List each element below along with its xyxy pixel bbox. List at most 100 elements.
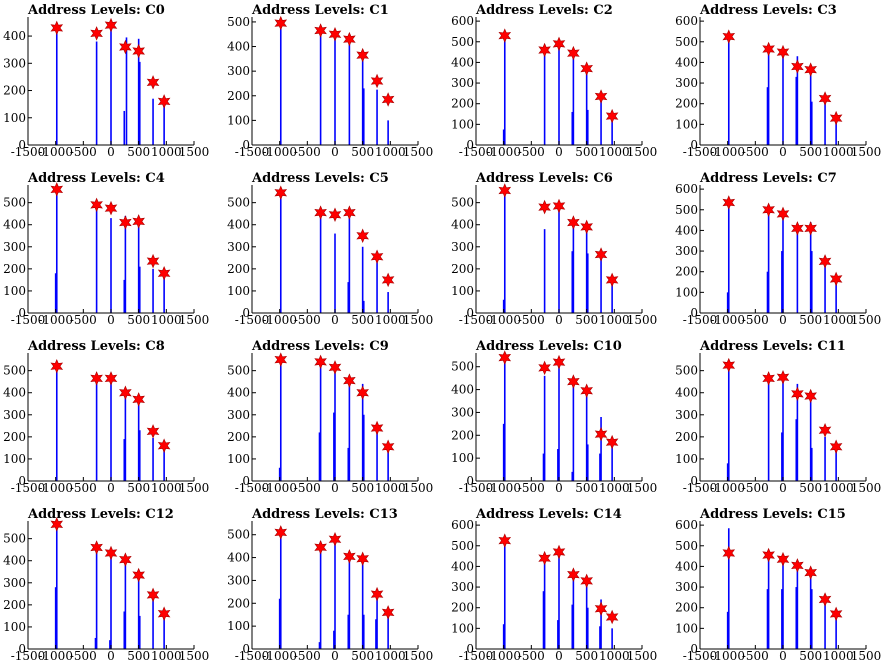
y-tick-label: 0	[466, 642, 474, 656]
peak-marker	[498, 533, 512, 548]
x-tick-label: 0	[555, 649, 563, 663]
y-tick-label: 300	[3, 240, 26, 254]
peak-marker	[104, 200, 118, 216]
chart-panel: Address Levels: C50100200300400500-1500-…	[227, 171, 433, 327]
x-tick-label: 0	[555, 313, 563, 327]
x-tick-label: 1000	[599, 649, 630, 663]
x-tick-label: 1500	[403, 481, 434, 495]
chart-title: Address Levels: C12	[27, 507, 174, 522]
chart-panel: Address Levels: C90100200300400500-1500-…	[227, 339, 433, 495]
y-tick-label: 400	[3, 554, 26, 568]
y-tick-label: 0	[466, 474, 474, 488]
peak-marker	[104, 17, 118, 33]
peak-marker	[274, 15, 288, 31]
y-tick-label: 100	[675, 621, 698, 635]
chart-panel: Address Levels: C40100200300400500-1500-…	[3, 171, 209, 327]
y-tick-label: 500	[451, 539, 474, 553]
peak-marker	[328, 532, 342, 547]
x-tick-label: -1000	[486, 313, 521, 327]
peak-marker	[314, 205, 327, 220]
x-tick-label: -500	[70, 481, 97, 495]
x-tick-label: -1500	[683, 145, 718, 159]
peak-marker	[567, 567, 580, 582]
chart-panel: Address Levels: C3 0 100 200 300 400 500 600 -15…	[675, 3, 881, 159]
y-tick-label: 200	[227, 430, 250, 444]
y-tick-label: 400	[227, 218, 250, 232]
x-tick-label: 500	[127, 649, 150, 663]
peak-marker	[762, 41, 775, 57]
peak-marker	[50, 358, 64, 374]
x-tick-label: 500	[127, 481, 150, 495]
chart-title: Address Levels: C15	[699, 507, 846, 522]
x-tick-label: 1000	[823, 481, 854, 495]
chart-title: Address Levels: C6	[475, 171, 613, 186]
x-tick-label: 0	[555, 145, 563, 159]
x-tick-label: -500	[518, 481, 545, 495]
x-tick-label: -1500	[459, 313, 494, 327]
x-tick-label: 1500	[403, 145, 434, 159]
peak-marker	[818, 592, 832, 607]
y-tick-label: 500	[227, 528, 250, 542]
x-tick-label: -500	[294, 481, 321, 495]
peak-marker	[343, 373, 356, 388]
peak-marker	[804, 62, 817, 77]
y-tick-label: 200	[227, 262, 250, 276]
x-tick-label: -500	[294, 145, 321, 159]
x-tick-label: 1000	[151, 481, 182, 495]
peak-marker	[722, 29, 736, 44]
peak-marker	[605, 272, 619, 288]
x-tick-label: -500	[70, 649, 97, 663]
x-tick-label: 0	[107, 145, 115, 159]
y-tick-label: 300	[451, 240, 474, 254]
x-tick-label: -1500	[11, 145, 46, 159]
y-tick-label: 400	[3, 218, 26, 232]
y-tick-label: 300	[3, 576, 26, 590]
y-tick-label: 300	[227, 64, 250, 78]
chart-title: Address Levels: C0	[27, 3, 165, 18]
peak-marker	[538, 42, 551, 58]
peak-marker	[157, 438, 171, 453]
peak-marker	[146, 587, 160, 603]
x-tick-label: 1500	[851, 145, 882, 159]
peak-marker	[722, 195, 736, 210]
x-tick-label: -500	[70, 313, 97, 327]
peak-marker	[829, 110, 843, 126]
x-tick-label: 1500	[851, 649, 882, 663]
peak-marker	[119, 552, 132, 567]
x-tick-label: 1000	[151, 649, 182, 663]
x-tick-label: -1500	[683, 481, 718, 495]
x-tick-label: 500	[575, 649, 598, 663]
y-tick-label: 200	[227, 89, 250, 103]
peak-marker	[594, 247, 608, 262]
peak-marker	[605, 434, 619, 450]
y-tick-label: 200	[451, 601, 474, 615]
peak-marker	[791, 59, 804, 74]
y-tick-label: 500	[675, 539, 698, 553]
y-tick-label: 0	[18, 642, 26, 656]
y-tick-label: 100	[3, 284, 26, 298]
peak-marker	[791, 558, 804, 573]
y-tick-label: 200	[451, 97, 474, 111]
y-tick-label: 200	[675, 97, 698, 111]
x-tick-label: -1000	[486, 145, 521, 159]
x-tick-label: -1000	[262, 145, 297, 159]
y-tick-label: 500	[227, 364, 250, 378]
y-tick-label: 100	[227, 284, 250, 298]
x-tick-label: -500	[742, 481, 769, 495]
y-tick-label: 200	[675, 601, 698, 615]
y-tick-label: 400	[227, 551, 250, 565]
y-tick-label: 100	[675, 117, 698, 131]
x-tick-label: -1500	[11, 649, 46, 663]
peak-marker	[722, 545, 736, 561]
x-tick-label: -1500	[235, 313, 270, 327]
peak-marker	[157, 266, 171, 281]
x-tick-label: 500	[127, 145, 150, 159]
x-tick-label: -1000	[262, 313, 297, 327]
x-tick-label: 1000	[375, 145, 406, 159]
y-tick-label: 600	[451, 518, 474, 532]
y-tick-label: 100	[451, 284, 474, 298]
x-tick-label: 1500	[627, 145, 658, 159]
y-tick-label: 400	[675, 559, 698, 573]
x-tick-label: -1000	[38, 649, 73, 663]
y-tick-label: 500	[3, 196, 26, 210]
